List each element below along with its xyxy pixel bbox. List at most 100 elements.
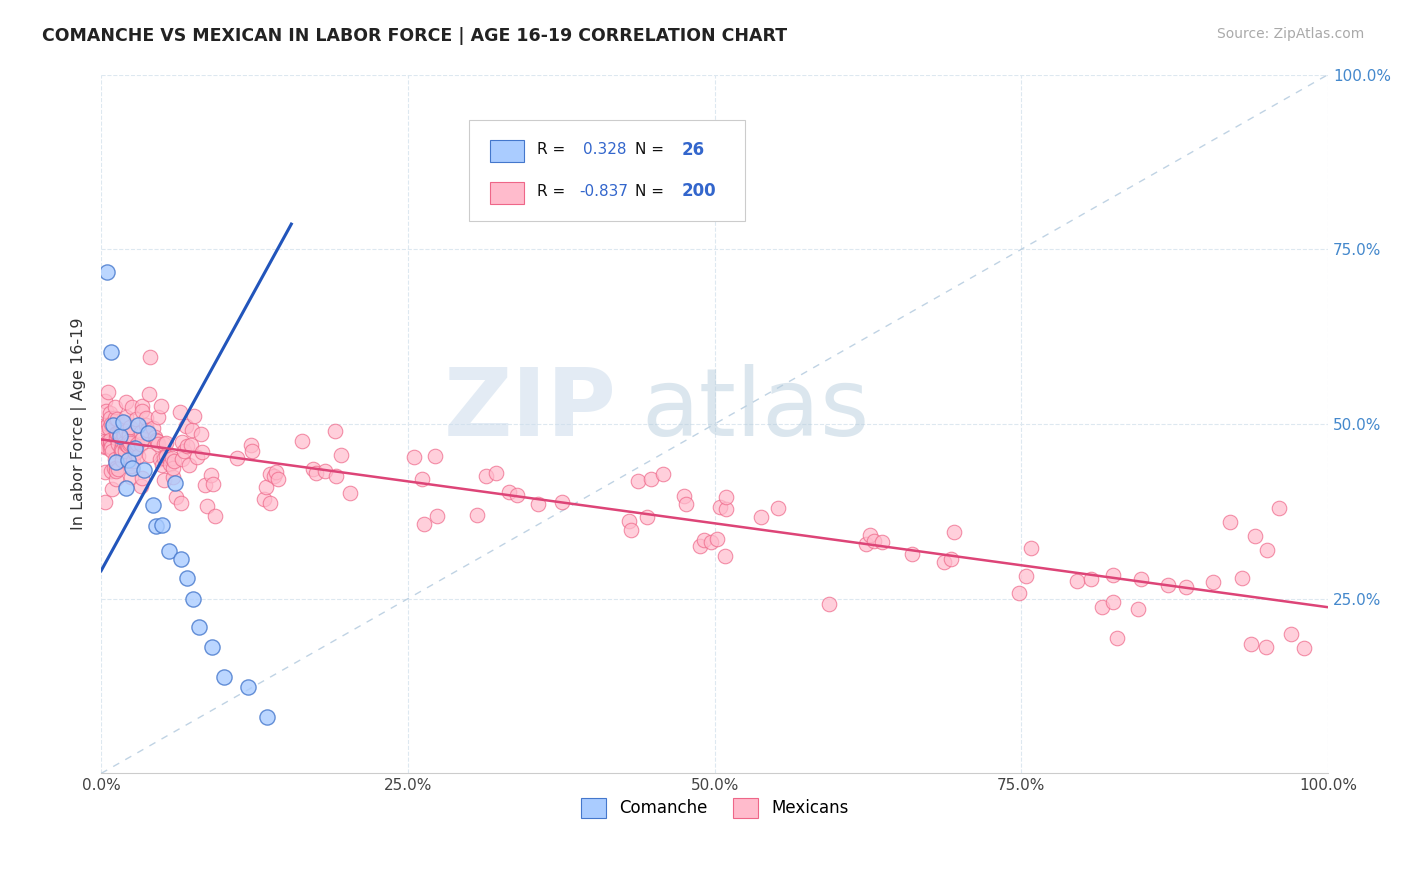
Point — [1008, 586, 1031, 600]
Point — [152, 517, 174, 532]
Point — [176, 571, 198, 585]
Point — [1219, 515, 1241, 529]
Point — [138, 448, 160, 462]
Point — [240, 444, 263, 458]
Point — [145, 518, 167, 533]
Point — [136, 423, 159, 437]
Point — [267, 472, 290, 486]
Point — [240, 438, 263, 452]
Point — [104, 455, 127, 469]
Point — [124, 445, 146, 459]
Point — [640, 472, 662, 486]
Point — [165, 491, 187, 505]
Point — [527, 497, 550, 511]
Point — [108, 429, 131, 443]
Point — [263, 468, 285, 483]
Point — [94, 440, 117, 454]
Point — [153, 437, 176, 451]
Point — [173, 444, 195, 458]
Point — [1243, 529, 1265, 543]
Point — [162, 460, 184, 475]
Point — [157, 544, 180, 558]
Point — [94, 439, 117, 453]
Point — [131, 399, 153, 413]
Text: R =: R = — [537, 143, 569, 157]
Point — [188, 619, 211, 633]
Point — [152, 473, 174, 487]
Point — [1102, 568, 1125, 582]
Point — [942, 525, 965, 540]
Point — [132, 463, 155, 477]
Point — [163, 453, 186, 467]
Point — [1202, 574, 1225, 589]
Point — [94, 495, 117, 509]
Point — [425, 449, 447, 463]
Point — [412, 516, 434, 531]
Point — [170, 552, 193, 566]
Text: 0.328: 0.328 — [583, 143, 627, 157]
Point — [153, 450, 176, 465]
Text: 26: 26 — [682, 141, 704, 159]
Point — [689, 539, 711, 553]
Point — [121, 461, 143, 475]
Point — [105, 425, 128, 440]
Point — [120, 458, 142, 473]
Point — [855, 537, 877, 551]
Bar — [491, 182, 524, 204]
Point — [105, 425, 128, 440]
Point — [110, 444, 132, 458]
Point — [139, 350, 162, 364]
Point — [142, 498, 165, 512]
Point — [176, 439, 198, 453]
Point — [131, 404, 153, 418]
Point — [127, 450, 149, 464]
Point — [107, 462, 129, 476]
Point — [1254, 640, 1277, 654]
Point — [104, 400, 127, 414]
Point — [1279, 626, 1302, 640]
Point — [170, 496, 193, 510]
Point — [111, 433, 134, 447]
Point — [181, 424, 204, 438]
Point — [98, 435, 121, 450]
Point — [125, 412, 148, 426]
Text: R =: R = — [537, 184, 569, 199]
Point — [323, 424, 346, 438]
Point — [117, 452, 139, 467]
Point — [181, 592, 204, 607]
Point — [1101, 595, 1123, 609]
Point — [105, 431, 128, 445]
Point — [259, 496, 281, 510]
Point — [411, 472, 433, 486]
Point — [105, 412, 128, 426]
Point — [700, 535, 723, 549]
Point — [180, 438, 202, 452]
Point — [183, 409, 205, 424]
Point — [108, 425, 131, 440]
Point — [155, 449, 177, 463]
Point — [204, 508, 226, 523]
Point — [170, 452, 193, 467]
Point — [159, 458, 181, 472]
Point — [169, 405, 191, 419]
Point — [98, 406, 121, 420]
Point — [108, 425, 131, 439]
Point — [96, 384, 118, 399]
Point — [110, 442, 132, 456]
Point — [202, 477, 225, 491]
Point — [138, 387, 160, 401]
Point — [94, 417, 117, 432]
Point — [114, 443, 136, 458]
Point — [636, 509, 658, 524]
Point — [103, 460, 125, 475]
Point — [135, 410, 157, 425]
Point — [148, 410, 170, 425]
Point — [115, 438, 138, 452]
Point — [1019, 541, 1042, 555]
Point — [716, 490, 738, 504]
Point — [200, 468, 222, 483]
Point — [118, 437, 141, 451]
Point — [104, 452, 127, 467]
Point — [114, 481, 136, 495]
Point — [100, 440, 122, 454]
